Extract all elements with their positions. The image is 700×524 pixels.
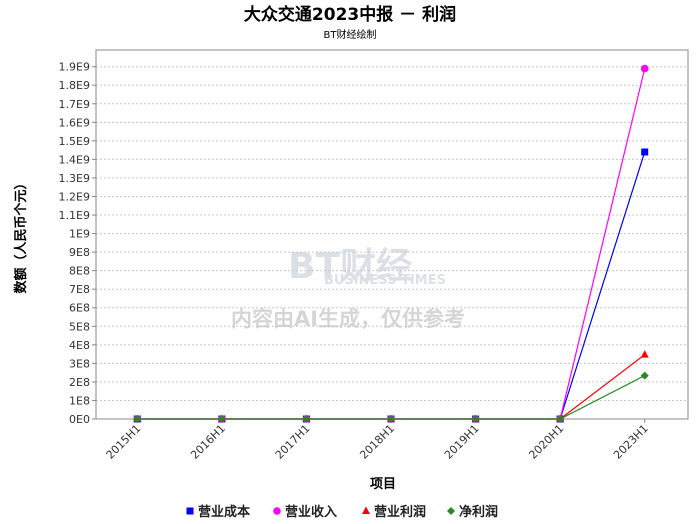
x-tick-label: 2017H1 <box>273 422 313 462</box>
legend-label: 营业收入 <box>285 504 337 520</box>
legend-label: 净利润 <box>459 504 498 520</box>
y-tick-label: 1.4E9 <box>59 153 90 166</box>
y-tick-label: 1E8 <box>69 394 90 407</box>
x-axis-label: 项目 <box>370 477 396 492</box>
legend-label: 营业利润 <box>374 504 426 520</box>
chart-title: 大众交通2023中报 － 利润 <box>244 4 456 25</box>
y-tick-label: 1.9E9 <box>59 61 90 74</box>
watermark: BT财经 BUSINESS TIMES 内容由AI生成，仅供参考 <box>231 246 465 331</box>
watermark-notice: 内容由AI生成，仅供参考 <box>231 307 465 331</box>
y-tick-label: 4E8 <box>69 339 90 352</box>
watermark-logo-sub: BUSINESS TIMES <box>324 273 446 288</box>
y-tick-label: 1E9 <box>69 228 90 241</box>
chart-subtitle: BT财经绘制 <box>324 28 377 41</box>
x-tick-label: 2016H1 <box>188 422 228 462</box>
y-tick-label: 7E8 <box>69 283 90 296</box>
data-point <box>302 415 311 423</box>
x-tick-label: 2020H1 <box>526 422 566 462</box>
data-point <box>556 415 565 423</box>
series-line <box>137 68 646 420</box>
legend-marker <box>273 507 281 515</box>
y-tick-label: 1.1E9 <box>59 209 90 222</box>
y-axis-label: 数额（人民币个元） <box>13 176 29 293</box>
data-point <box>640 64 649 73</box>
y-tick-label: 9E8 <box>69 246 90 259</box>
y-tick-label: 1.5E9 <box>59 135 90 148</box>
x-tick-label: 2023H1 <box>611 422 651 462</box>
x-tick-label: 2019H1 <box>442 422 482 462</box>
y-tick-label: 5E8 <box>69 320 90 333</box>
y-tick-label: 2E8 <box>69 376 90 389</box>
legend-label: 营业成本 <box>198 504 250 520</box>
y-tick-label: 0E0 <box>69 413 90 426</box>
data-point <box>133 415 142 423</box>
y-tick-label: 1.3E9 <box>59 172 90 185</box>
series-line <box>137 354 646 420</box>
legend-marker <box>447 507 455 515</box>
y-tick-label: 8E8 <box>69 265 90 278</box>
legend: 营业成本 营业收入 营业利润 净利润 <box>186 504 498 520</box>
data-point <box>640 371 649 380</box>
x-tick-label: 2015H1 <box>104 422 144 462</box>
legend-marker <box>362 506 370 514</box>
data-point <box>641 148 649 156</box>
x-tick-label: 2018H1 <box>357 422 397 462</box>
data-point <box>640 350 649 358</box>
y-tick-label: 1.7E9 <box>59 98 90 111</box>
y-tick-label: 1.8E9 <box>59 79 90 92</box>
watermark-logo: BT财经 <box>288 246 412 287</box>
y-tick-label: 1.2E9 <box>59 190 90 203</box>
data-point <box>217 415 226 423</box>
legend-marker <box>186 507 194 515</box>
data-point <box>471 415 480 423</box>
y-tick-label: 1.6E9 <box>59 116 90 129</box>
data-point <box>387 415 395 423</box>
y-tick-label: 3E8 <box>69 357 90 370</box>
y-tick-label: 6E8 <box>69 302 90 315</box>
